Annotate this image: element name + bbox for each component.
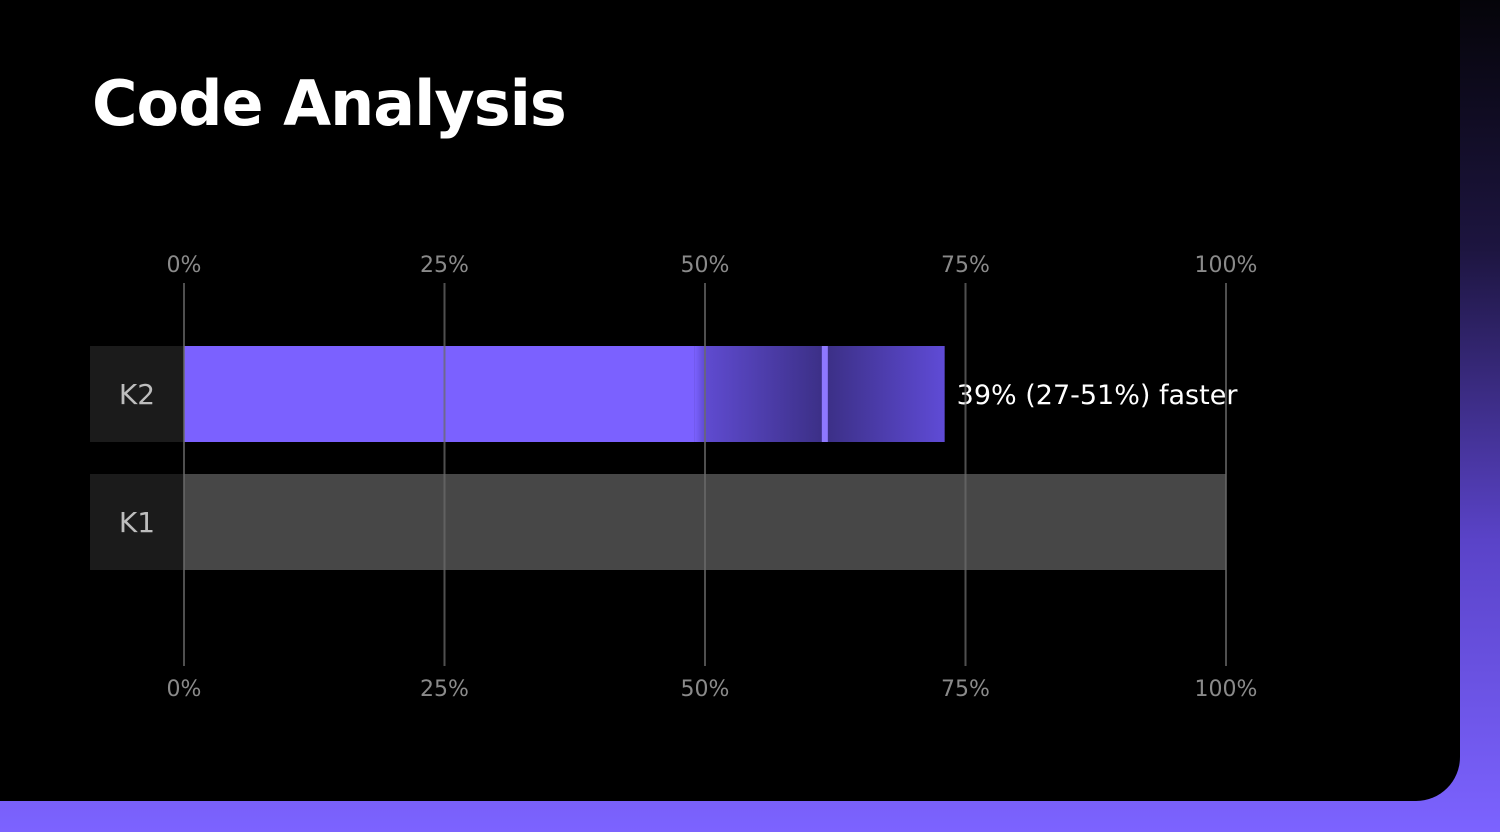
tick-label-top-100: 100%	[1195, 253, 1258, 278]
tick-label-top-25: 25%	[420, 253, 469, 278]
bar-k2	[184, 346, 695, 442]
row-label-bg-k1	[90, 474, 184, 570]
chart-card: Code Analysis K2 39% (27-51%) faster K1 0% 0…	[0, 0, 1460, 801]
tick-label-bottom-50: 50%	[681, 677, 730, 702]
tick-label-top-0: 0%	[167, 253, 202, 278]
tick-label-bottom-100: 100%	[1195, 677, 1258, 702]
row-label-bg-k2	[90, 346, 184, 442]
tick-label-top-50: 50%	[681, 253, 730, 278]
row-label-k2: K2	[119, 378, 155, 411]
tick-label-bottom-25: 25%	[420, 677, 469, 702]
uncertainty-band-high-k2	[824, 346, 945, 442]
tick-label-top-75: 75%	[941, 253, 990, 278]
bar-chart: K2 39% (27-51%) faster K1 0% 0% 25% 25% 50% 50% 7…	[90, 253, 1258, 702]
annotation-k2: 39% (27-51%) faster	[957, 380, 1239, 411]
uncertainty-band-low-k2	[694, 346, 825, 442]
tick-label-bottom-0: 0%	[167, 677, 202, 702]
tick-label-bottom-75: 75%	[941, 677, 990, 702]
row-label-k1: K1	[119, 506, 155, 539]
point-estimate-marker-k2	[821, 346, 828, 442]
chart-title: Code Analysis	[92, 67, 567, 140]
